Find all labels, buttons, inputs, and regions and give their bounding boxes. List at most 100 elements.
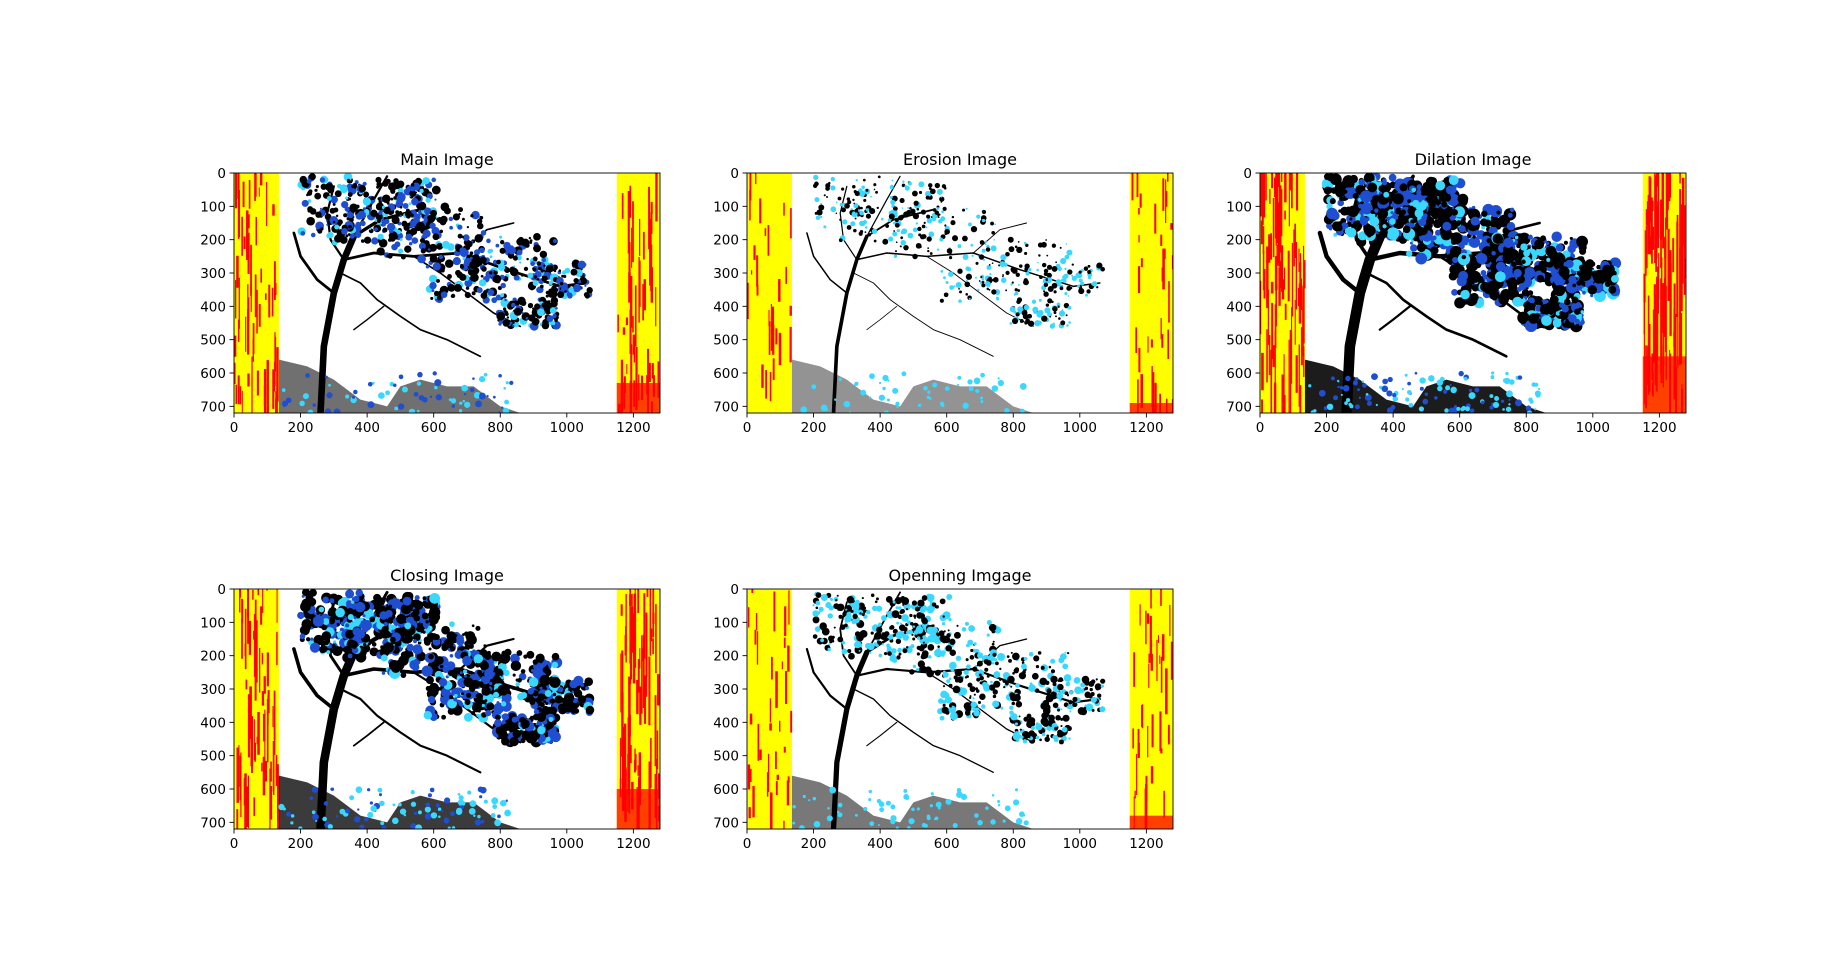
red-streak [1668,173,1671,202]
foliage-mark [557,686,564,693]
red-streak [768,309,770,327]
red-streak [629,185,632,218]
red-streak [238,277,240,329]
foliage-mark [896,655,901,660]
foliage-mark [1092,281,1098,287]
ground-mark [408,408,416,413]
ground-shrubs [1304,359,1547,413]
red-streak [651,362,654,379]
foliage-mark [346,639,356,648]
foliage-mark [376,247,385,256]
foliage-mark [417,254,426,264]
foliage-mark [400,644,405,649]
foliage-mark [534,303,541,310]
foliage-mark [580,683,585,687]
foliage-mark [1080,682,1086,688]
foliage-mark [1077,284,1081,288]
foliage-mark [428,274,438,283]
foliage-mark [966,267,972,272]
ground-mark [416,409,420,413]
ground-mark [1310,410,1316,413]
foliage-mark [432,262,441,271]
foliage-mark [545,290,550,295]
foliage-mark [892,206,898,212]
red-streak [654,695,657,767]
foliage-mark [347,653,353,659]
ground-mark [326,392,333,399]
ground-mark [1526,410,1533,413]
red-streak [1159,711,1162,752]
foliage-mark [899,640,901,643]
foliage-mark [414,595,420,601]
foliage-mark [934,214,938,219]
foliage-mark [395,210,400,215]
foliage-mark [554,695,563,704]
ground-mark [1490,375,1495,380]
foliage-mark [902,180,905,183]
foliage-mark [439,229,444,234]
foliage-mark [986,674,990,678]
ground-mark [357,808,360,811]
foliage-mark [1059,286,1064,291]
red-streak [1299,384,1302,413]
foliage-mark [557,703,566,712]
foliage-mark [929,252,933,255]
foliage-mark [908,181,912,186]
foliage-mark [873,239,877,243]
foliage-mark [942,206,947,211]
ground-mark [1354,377,1359,381]
ground-mark [324,822,328,827]
red-streak [1154,382,1157,413]
foliage-mark [1564,298,1571,306]
foliage-mark [972,697,975,700]
foliage-mark [888,213,895,220]
foliage-mark [1057,305,1060,308]
foliage-mark [1029,682,1033,686]
foliage-mark [991,642,995,646]
foliage-mark [469,685,476,692]
foliage-mark [536,712,547,723]
foliage-mark [1014,245,1018,249]
foliage-mark [979,681,983,685]
foliage-mark [381,194,391,204]
foliage-mark [890,648,897,654]
foliage-mark [382,227,388,233]
foliage-mark [441,714,447,720]
foliage-mark [441,240,450,249]
red-streak [1140,374,1144,408]
foliage-mark [462,655,473,666]
foliage-mark [851,211,858,218]
foliage-mark [812,616,820,624]
foliage-mark [379,628,390,639]
foliage-mark [978,254,985,260]
foliage-mark [406,214,411,219]
ground-mark [980,396,984,400]
red-streak [270,785,273,820]
x-tick-label: 800 [1000,420,1026,436]
foliage-mark [1460,289,1470,300]
foliage-mark [993,680,1001,688]
tree-branch [339,272,482,358]
foliage-mark [309,589,317,597]
foliage-mark [1019,319,1024,323]
red-streak [1161,334,1164,348]
foliage-mark [1071,274,1074,277]
foliage-mark [972,648,977,653]
foliage-mark [812,634,818,639]
foliage-mark [870,195,872,198]
foliage-mark [432,637,441,646]
foliage-mark [1045,303,1050,307]
foliage-mark [529,241,533,245]
foliage-mark [1435,180,1446,191]
foliage-mark [957,244,962,249]
foliage-mark [557,291,565,299]
foliage-mark [1337,199,1345,207]
red-streak [787,645,790,672]
foliage-mark [563,692,575,703]
red-streak [650,212,653,234]
foliage-mark [904,185,907,188]
foliage-mark [1068,700,1073,705]
foliage-mark [457,233,463,239]
foliage-mark [853,228,857,233]
subplot-title: Dilation Image [1415,150,1532,169]
